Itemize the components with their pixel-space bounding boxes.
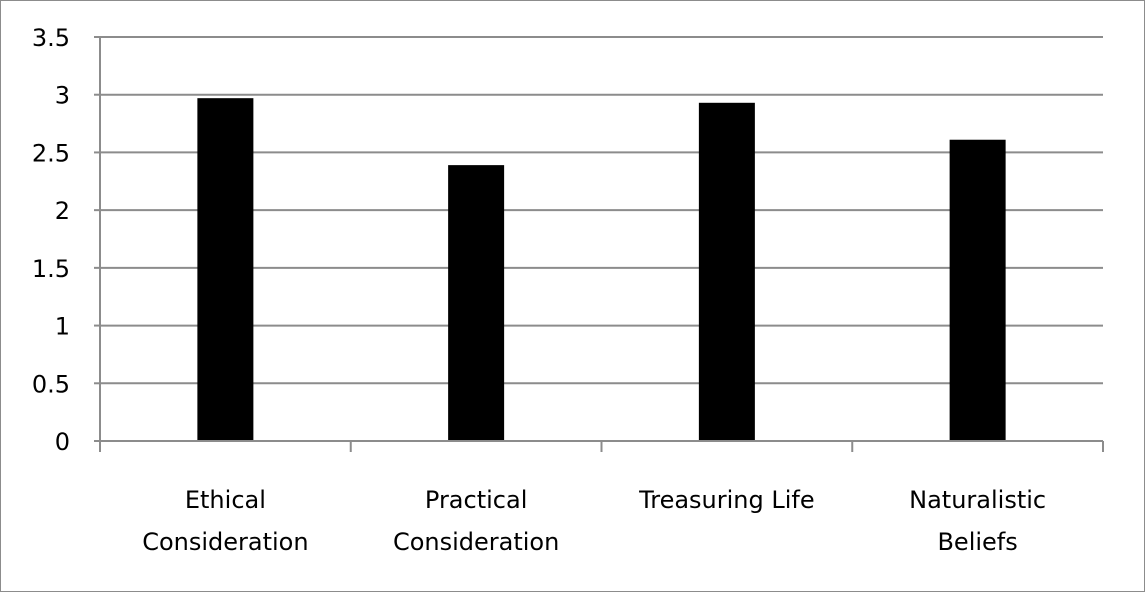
y-tick-label: 2.5 — [32, 139, 70, 167]
y-tick-label: 3.5 — [32, 24, 70, 52]
x-category-label-line: Consideration — [393, 528, 559, 556]
x-category-label-line: Consideration — [142, 528, 308, 556]
y-tick-label: 3 — [55, 82, 70, 110]
y-tick-label: 2 — [55, 197, 70, 225]
y-tick-label: 0.5 — [32, 370, 70, 398]
x-category-label-line: Ethical — [185, 486, 266, 514]
gridlines — [100, 36, 1103, 385]
axes — [94, 36, 1104, 452]
x-category-label-line: Beliefs — [937, 528, 1017, 556]
x-category-label-line: Treasuring Life — [638, 486, 815, 514]
y-tick-label: 0 — [55, 428, 70, 456]
x-category-label-line: Naturalistic — [909, 486, 1046, 514]
y-tick-label: 1 — [55, 313, 70, 341]
bar — [949, 139, 1006, 441]
x-category-label: Naturalistic Beliefs — [909, 486, 1046, 556]
bars — [197, 98, 1006, 442]
bar — [197, 98, 254, 442]
y-tick-labels: 0 0.5 1 1.5 2 2.5 3 3.5 — [32, 24, 70, 456]
bar — [448, 165, 505, 441]
x-category-label: Treasuring Life — [638, 486, 815, 514]
x-category-label-line: Practical — [425, 486, 527, 514]
bar — [698, 102, 755, 442]
x-category-label: Practical Consideration — [393, 486, 559, 556]
x-category-label: Ethical Consideration — [142, 486, 308, 556]
x-category-labels: Ethical Consideration Practical Considerati… — [142, 486, 1046, 556]
y-tick-label: 1.5 — [32, 255, 70, 283]
